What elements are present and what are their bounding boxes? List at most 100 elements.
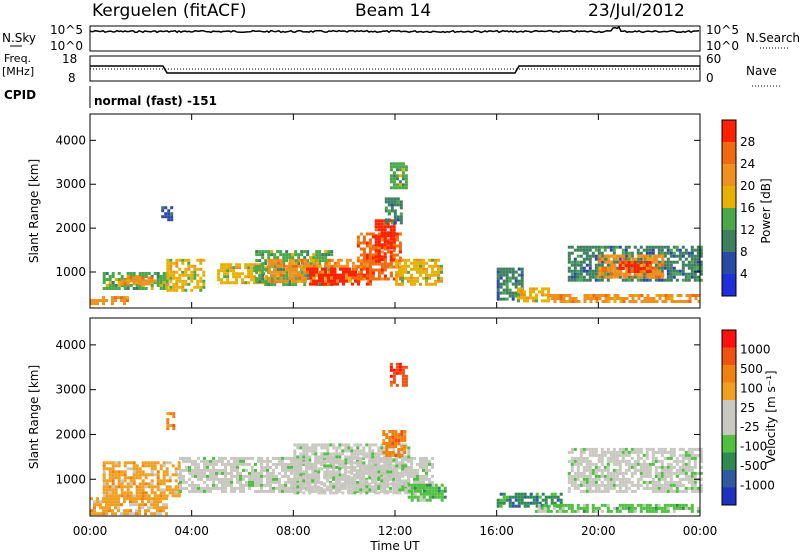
data-cell (200, 468, 203, 472)
data-cell (618, 465, 622, 469)
data-cell (323, 452, 327, 456)
data-cell (108, 473, 112, 477)
data-cell (332, 455, 336, 459)
data-cell (175, 285, 179, 289)
data-cell (321, 256, 325, 260)
data-cell (193, 273, 197, 277)
data-cell (570, 465, 574, 469)
data-cell (690, 489, 694, 493)
data-cell (389, 250, 393, 254)
data-cell (398, 464, 402, 468)
data-cell (114, 485, 118, 489)
data-cell (294, 264, 298, 268)
data-cell (179, 477, 182, 481)
data-cell (681, 483, 685, 487)
data-cell (335, 449, 339, 453)
data-cell (108, 485, 112, 489)
data-cell (309, 273, 312, 277)
data-cell (202, 285, 206, 289)
data-cell (440, 489, 444, 493)
data-cell (422, 486, 426, 490)
data-cell (573, 248, 577, 252)
data-cell (606, 465, 610, 469)
data-cell (672, 453, 676, 457)
data-cell (255, 280, 259, 284)
data-cell (431, 273, 434, 277)
data-cell (594, 486, 598, 490)
data-cell (156, 473, 160, 477)
data-cell (164, 212, 168, 216)
data-cell (309, 276, 312, 280)
data-cell (388, 436, 392, 439)
data-cell (326, 485, 330, 489)
data-cell (273, 279, 277, 283)
data-cell (416, 276, 419, 280)
data-cell (171, 491, 175, 495)
data-cell (365, 482, 369, 486)
data-cell (645, 245, 649, 249)
data-cell (633, 450, 637, 454)
data-cell (156, 278, 160, 281)
data-cell (544, 299, 547, 303)
data-cell (573, 486, 577, 490)
data-cell (105, 512, 108, 516)
data-cell (269, 459, 272, 463)
data-cell (394, 445, 398, 448)
data-cell (285, 267, 289, 271)
data-cell (238, 263, 242, 267)
data-cell (657, 477, 661, 481)
data-cell (604, 294, 608, 297)
data-cell (607, 300, 611, 303)
data-cell (368, 458, 372, 462)
data-cell (296, 488, 300, 492)
data-cell (366, 279, 370, 283)
data-cell (156, 272, 160, 275)
data-cell (105, 497, 108, 501)
data-cell (293, 488, 297, 492)
data-cell (333, 264, 337, 268)
data-cell (278, 489, 281, 493)
data-cell (685, 294, 689, 297)
data-cell (594, 471, 598, 475)
data-cell (356, 476, 360, 480)
data-cell (389, 274, 393, 278)
data-cell (597, 278, 601, 282)
data-cell (636, 477, 640, 481)
data-cell (261, 250, 265, 254)
data-cell (627, 450, 631, 454)
data-cell (287, 462, 290, 466)
data-cell (302, 443, 306, 447)
data-cell (384, 209, 388, 213)
data-cell (386, 485, 390, 489)
data-cell (247, 275, 251, 279)
data-cell (413, 456, 416, 460)
data-cell (544, 287, 547, 291)
data-cell (514, 504, 518, 508)
data-cell (383, 479, 387, 483)
data-cell (324, 276, 328, 280)
data-cell (153, 512, 156, 516)
data-cell (200, 471, 203, 475)
data-cell (387, 200, 391, 204)
data-cell (166, 273, 170, 277)
data-cell (129, 279, 133, 283)
data-cell (102, 299, 105, 303)
data-cell (342, 267, 345, 271)
data-cell (663, 486, 667, 490)
data-cell (401, 368, 405, 372)
data-cell (600, 468, 604, 472)
data-cell (399, 200, 403, 204)
data-cell (579, 483, 583, 487)
data-cell (654, 245, 658, 249)
data-cell (327, 282, 330, 286)
data-cell (339, 264, 343, 268)
data-cell (693, 272, 697, 276)
data-cell (360, 267, 363, 271)
data-cell (523, 296, 526, 300)
data-cell (684, 456, 688, 460)
data-cell (511, 273, 515, 277)
data-cell (598, 272, 602, 276)
data-cell (170, 215, 174, 219)
data-cell (223, 272, 227, 276)
data-cell (305, 443, 309, 447)
